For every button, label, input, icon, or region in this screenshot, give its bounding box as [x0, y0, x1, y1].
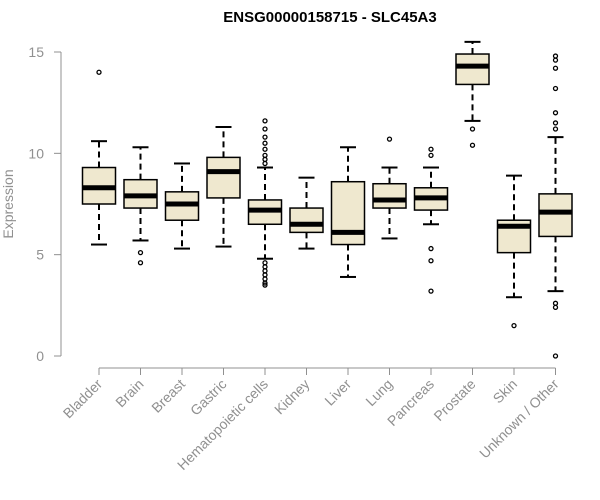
outlier-point — [262, 160, 268, 167]
outlier-point — [262, 272, 268, 278]
outlier-point — [428, 288, 434, 294]
box-pancreas — [413, 146, 449, 294]
box-hematopoietic-cells — [247, 118, 283, 288]
outlier-point — [428, 146, 434, 152]
outlier-point — [511, 322, 517, 329]
outlier-point — [262, 260, 268, 266]
outlier-point — [262, 268, 268, 274]
box-iqr — [206, 156, 241, 199]
outlier-point — [262, 134, 268, 140]
box-prostate — [455, 40, 490, 148]
x-tick-label: Skin — [490, 376, 521, 407]
outlier-point — [552, 53, 559, 59]
outlier-point — [262, 126, 268, 132]
y-tick-label: 0 — [36, 348, 44, 364]
outlier-point — [469, 126, 476, 132]
box-iqr — [538, 193, 573, 238]
box-iqr — [372, 182, 407, 209]
outlier-point — [137, 249, 144, 256]
plot-area — [81, 40, 573, 359]
chart-title: ENSG00000158715 - SLC45A3 — [223, 9, 436, 26]
x-tick-label: Liver — [321, 376, 354, 409]
outlier-point — [552, 304, 559, 311]
outlier-point — [262, 276, 268, 282]
x-tick-label: Kidney — [271, 376, 313, 418]
outlier-point — [262, 264, 268, 270]
box-gastric — [206, 125, 241, 248]
box-bladder — [81, 69, 117, 246]
outlier-point — [552, 120, 559, 126]
y-tick-label: 5 — [36, 247, 44, 263]
y-tick-label: 10 — [28, 145, 44, 161]
y-axis-label: Expression — [0, 169, 16, 238]
outlier-point — [552, 57, 559, 63]
outlier-point — [262, 146, 268, 152]
outlier-point — [262, 140, 268, 146]
outlier-point — [96, 69, 102, 75]
outlier-point — [262, 282, 268, 288]
outlier-point — [552, 65, 559, 71]
box-unknown-other — [538, 53, 573, 359]
box-skin — [496, 174, 532, 329]
box-iqr — [455, 53, 490, 86]
box-iqr — [289, 207, 324, 234]
box-iqr — [330, 180, 366, 246]
outlier-point — [428, 258, 434, 264]
outlier-point — [262, 118, 268, 124]
outlier-point — [552, 85, 559, 92]
outlier-point — [262, 280, 268, 286]
outlier-point — [262, 156, 268, 163]
x-tick-label: Bladder — [60, 376, 106, 422]
y-tick-label: 15 — [28, 44, 44, 60]
outlier-point — [428, 245, 434, 252]
x-tick-label: Brain — [112, 376, 146, 410]
box-kidney — [289, 176, 324, 250]
outlier-point — [428, 152, 434, 159]
outlier-point — [552, 300, 559, 306]
box-breast — [164, 162, 200, 250]
box-brain — [123, 146, 158, 266]
outlier-point — [552, 353, 559, 359]
outlier-point — [469, 142, 476, 148]
outlier-point — [386, 136, 393, 142]
x-tick-label: Breast — [148, 376, 188, 416]
outlier-point — [137, 260, 144, 266]
x-tick-label: Prostate — [430, 376, 478, 424]
x-tick-label: Lung — [362, 376, 395, 409]
outlier-point — [552, 110, 559, 116]
outlier-point — [552, 126, 559, 132]
box-liver — [330, 146, 366, 278]
outlier-point — [262, 152, 268, 159]
box-lung — [372, 136, 407, 240]
x-tick-label: Unknown / Other — [476, 376, 562, 462]
